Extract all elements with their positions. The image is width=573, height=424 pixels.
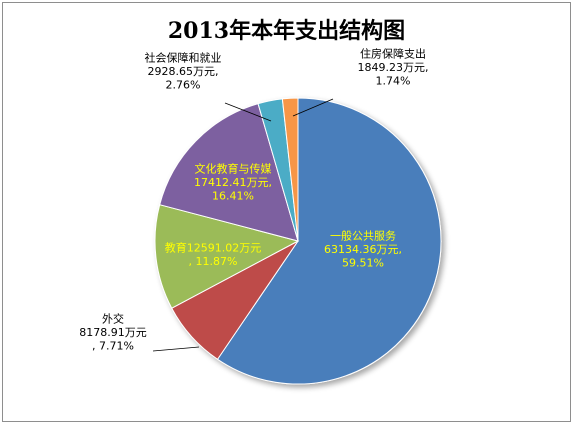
leader-line-housing-security [292,98,334,117]
data-label-line: 社会保障和就业 [145,51,222,65]
data-label-line: 17412.41万元, [194,176,272,189]
data-label-line: 16.41% [212,190,254,203]
data-label-line: , 11.87% [189,255,238,268]
data-label-social-security: 社会保障和就业 2928.65万元, 2.76% [145,51,222,92]
pie-slice-housing-security [281,97,299,242]
pie-slices [154,97,442,385]
data-label-general-public-service: 一般公共服务 63134.36万元, 59.51% [324,230,402,270]
data-label-line: 教育12591.02万元 [165,240,262,254]
data-label-line: 2.76% [166,79,201,92]
data-label-foreign-affairs: 外交 8178.91万元, 7.71% [79,312,147,353]
data-label-line: 一般公共服务 [330,230,396,243]
data-label-line: 外交 [102,312,124,326]
data-label-line: 63134.36万元, [324,243,402,256]
pie-chart: 一般公共服务 63134.36万元, 59.51% 外交 8178.91万元, 7.71… [79,47,442,385]
data-label-line: , 7.71% [92,340,134,353]
pie-slice-general-public-service [216,97,442,385]
leader-line-social-security [224,102,272,122]
data-label-line: 59.51% [342,257,384,270]
leader-line-foreign-affairs [152,346,200,352]
data-label-line: 8178.91万元 [79,326,147,339]
data-label-line: 文化教育与传媒 [195,162,272,176]
pie-slice-education [154,204,300,309]
data-label-line: 1849.23万元, [358,61,429,74]
data-label-culture-media: 文化教育与传媒 17412.41万元, 16.41% [194,162,272,203]
data-label-housing-security: 住房保障支出 1849.23万元, 1.74% [358,47,429,88]
chart-title: 2013年本年支出结构图 [167,18,406,44]
data-label-education: 教育12591.02万元, 11.87% [165,240,262,267]
pie-slice-culture-media [159,103,299,242]
data-label-line: 2928.65万元, [148,65,219,78]
data-label-line: 1.74% [376,75,411,88]
data-label-line: 住房保障支出 [360,47,426,61]
